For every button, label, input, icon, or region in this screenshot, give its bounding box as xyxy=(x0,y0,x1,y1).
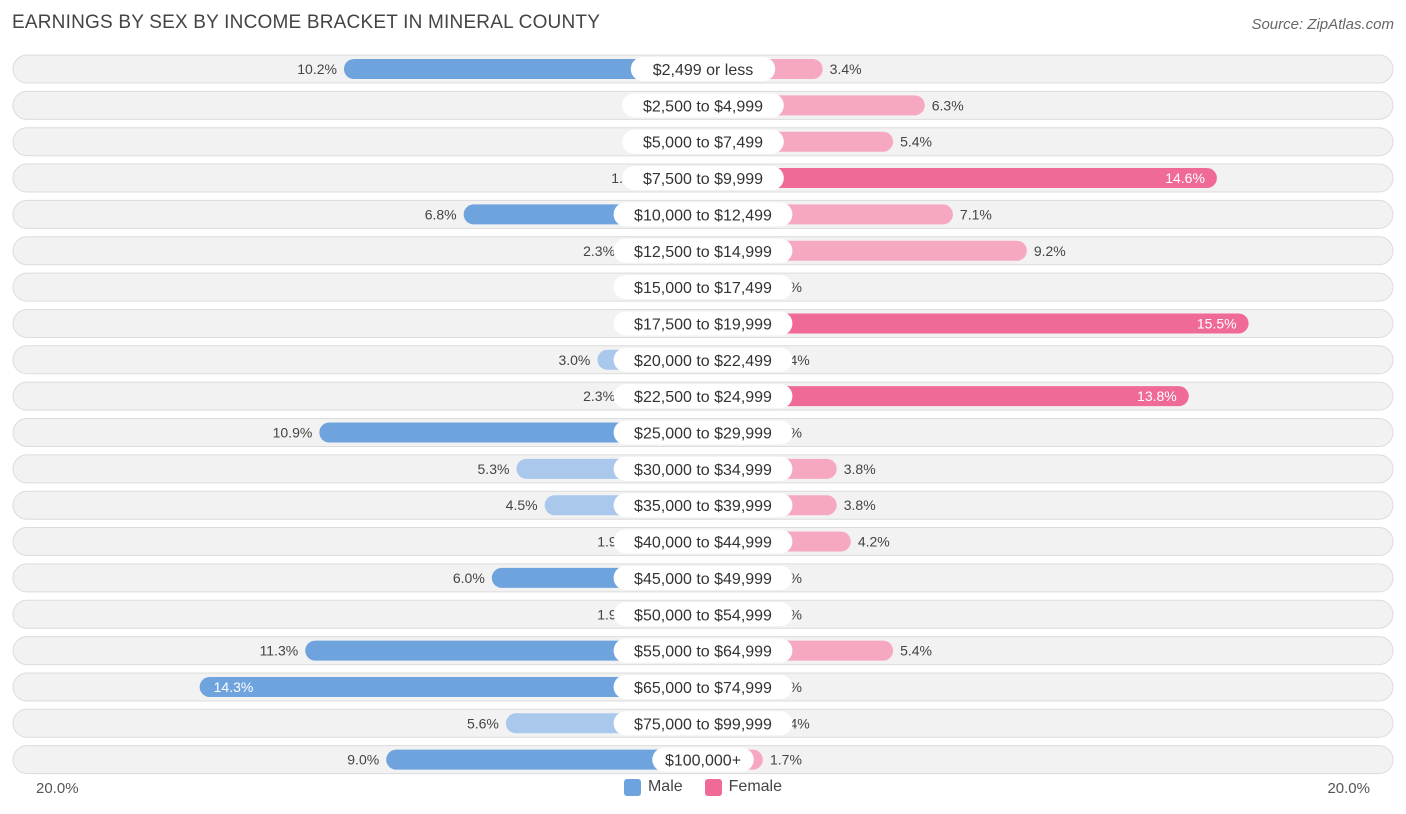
category-pill xyxy=(613,456,793,481)
male-value-label: 10.9% xyxy=(273,425,313,441)
female-value-label: 3.8% xyxy=(844,497,876,513)
category-label: $5,000 to $7,499 xyxy=(643,135,763,152)
category-label: $17,500 to $19,999 xyxy=(634,316,772,333)
category-label: $30,000 to $34,999 xyxy=(634,462,772,479)
category-pill xyxy=(613,311,793,336)
female-value-label: 13.8% xyxy=(1137,388,1177,404)
category-pill xyxy=(613,565,793,590)
male-value-label: 5.3% xyxy=(478,461,510,477)
category-pill xyxy=(613,347,793,372)
female-swatch xyxy=(704,778,722,796)
category-label: $35,000 to $39,999 xyxy=(634,498,772,515)
axis-right-label: 20.0% xyxy=(1327,780,1370,797)
legend-item-male[interactable]: Male xyxy=(623,778,683,796)
category-pill xyxy=(613,384,793,409)
category-label: $15,000 to $17,499 xyxy=(634,280,772,297)
category-label: $40,000 to $44,999 xyxy=(634,535,772,552)
category-pill xyxy=(622,129,784,154)
category-pill xyxy=(613,238,793,263)
category-pill xyxy=(630,57,776,81)
female-value-label: 5.4% xyxy=(900,643,932,659)
category-label: $2,499 or less xyxy=(653,62,754,79)
male-bar xyxy=(386,749,703,770)
male-value-label: 4.5% xyxy=(506,497,538,513)
category-label: $65,000 to $74,999 xyxy=(634,680,772,697)
female-value-label: 3.4% xyxy=(830,61,862,77)
male-value-label: 6.0% xyxy=(453,570,485,586)
category-label: $25,000 to $29,999 xyxy=(634,426,772,443)
male-value-label: 9.0% xyxy=(347,752,379,768)
male-value-label: 2.3% xyxy=(583,388,615,404)
female-value-label: 15.5% xyxy=(1197,315,1237,331)
category-pill xyxy=(613,602,793,627)
female-value-label: 6.3% xyxy=(932,97,964,113)
male-bar xyxy=(319,422,703,443)
category-pill xyxy=(613,529,793,554)
category-pill xyxy=(622,166,784,191)
category-label: $12,500 to $14,999 xyxy=(634,244,772,261)
male-bar xyxy=(199,676,703,697)
category-pill xyxy=(613,202,793,227)
category-pill xyxy=(613,674,793,699)
female-value-label: 5.4% xyxy=(900,134,932,150)
male-bar xyxy=(343,59,703,79)
category-label: $10,000 to $12,499 xyxy=(634,207,772,224)
male-value-label: 14.3% xyxy=(214,679,254,695)
legend-female-label: Female xyxy=(728,778,783,795)
category-label: $20,000 to $22,499 xyxy=(634,353,772,370)
category-label: $55,000 to $64,999 xyxy=(634,644,772,661)
legend: Male Female xyxy=(0,778,1406,796)
male-value-label: 3.0% xyxy=(558,352,590,368)
female-value-label: 3.8% xyxy=(844,461,876,477)
male-value-label: 2.3% xyxy=(583,243,615,259)
male-value-label: 6.8% xyxy=(425,206,457,222)
category-label: $50,000 to $54,999 xyxy=(634,607,772,624)
category-pill xyxy=(622,93,784,118)
male-value-label: 5.6% xyxy=(467,715,499,731)
category-pill xyxy=(613,711,793,736)
female-bar xyxy=(703,386,1189,407)
female-value-label: 14.6% xyxy=(1165,170,1205,186)
category-label: $75,000 to $99,999 xyxy=(634,716,772,733)
category-pill xyxy=(652,747,754,772)
category-label: $7,500 to $9,999 xyxy=(643,171,763,188)
male-swatch xyxy=(623,778,641,796)
female-value-label: 7.1% xyxy=(960,206,992,222)
category-pill xyxy=(613,275,793,300)
female-value-label: 1.7% xyxy=(770,752,802,768)
axis-left-label: 20.0% xyxy=(36,780,79,797)
source-label: Source: ZipAtlas.com xyxy=(1251,16,1394,33)
category-label: $45,000 to $49,999 xyxy=(634,571,772,588)
female-bar xyxy=(703,313,1249,334)
chart-title: EARNINGS BY SEX BY INCOME BRACKET IN MIN… xyxy=(12,12,601,33)
category-pill xyxy=(613,638,793,663)
category-label: $100,000+ xyxy=(665,753,741,770)
male-value-label: 10.2% xyxy=(297,61,337,77)
female-value-label: 9.2% xyxy=(1034,243,1066,259)
female-value-label: 4.2% xyxy=(858,534,890,550)
male-value-label: 11.3% xyxy=(260,643,299,659)
male-bar xyxy=(305,640,703,661)
category-label: $2,500 to $4,999 xyxy=(643,98,763,115)
legend-item-female[interactable]: Female xyxy=(704,778,783,796)
legend-male-label: Male xyxy=(647,778,683,795)
female-bar xyxy=(703,168,1217,189)
category-label: $22,500 to $24,999 xyxy=(634,389,772,406)
category-pill xyxy=(613,420,793,445)
category-pill xyxy=(613,493,793,518)
